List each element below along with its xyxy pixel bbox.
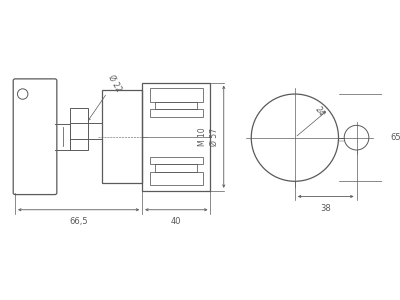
Text: 40: 40 <box>171 217 182 226</box>
Text: 65: 65 <box>390 133 400 142</box>
Bar <box>156 102 197 109</box>
Text: Ø 22: Ø 22 <box>106 74 123 93</box>
Text: Ø 57: Ø 57 <box>210 128 219 146</box>
Text: 66,5: 66,5 <box>69 217 88 226</box>
Bar <box>142 83 210 191</box>
Text: 38: 38 <box>320 204 331 213</box>
Bar <box>150 172 203 185</box>
Bar <box>70 108 88 150</box>
Text: 24: 24 <box>313 105 326 118</box>
Bar <box>156 164 197 172</box>
Text: M 10: M 10 <box>198 128 207 146</box>
Bar <box>102 90 142 183</box>
Bar <box>150 109 203 117</box>
Bar <box>150 157 203 164</box>
Bar <box>150 88 203 102</box>
